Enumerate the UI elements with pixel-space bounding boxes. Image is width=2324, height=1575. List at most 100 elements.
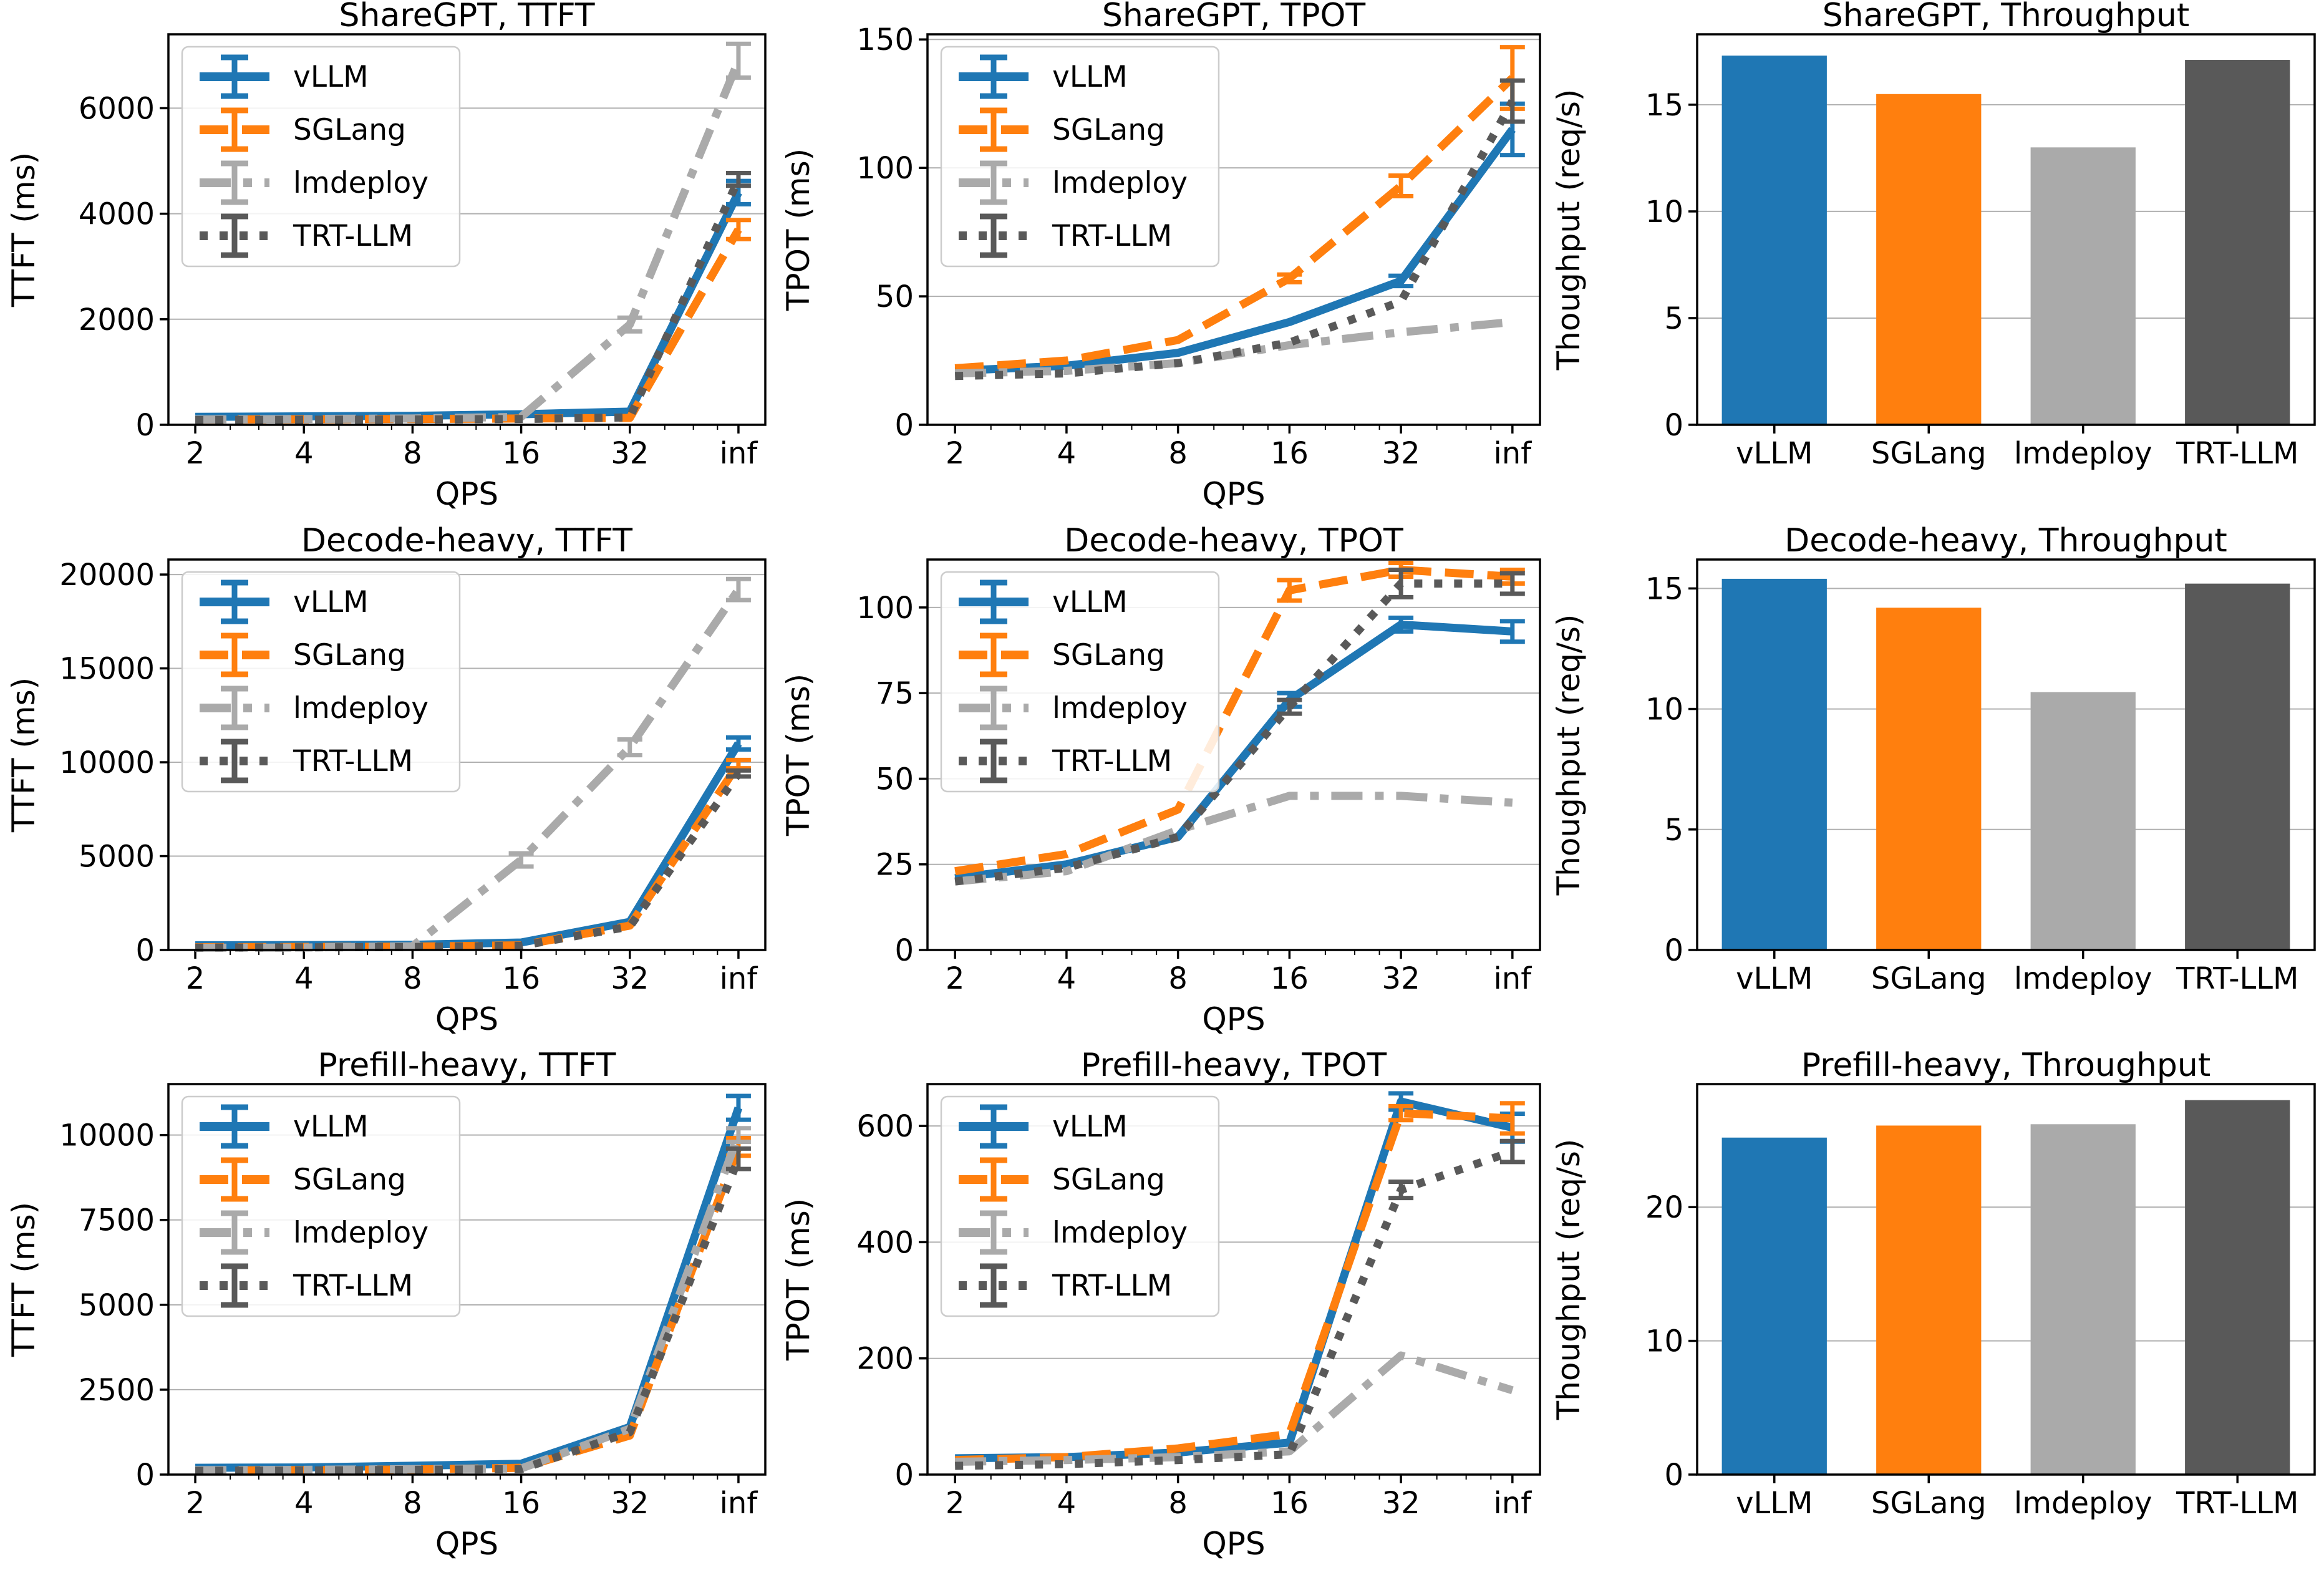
legend-label: SGLang [293, 1163, 406, 1197]
legend: vLLM SGLang lmdeploy TRT-LLM [940, 1096, 1220, 1317]
legend-label: lmdeploy [293, 691, 428, 725]
chart-svg: Prefill-heavy, TPOT TPOT (ms) 0 200 400 600 2 4… [780, 1050, 1541, 1562]
legend-box [940, 46, 1220, 268]
x-axis-label: QPS [1202, 1001, 1265, 1037]
legend-label: TRT-LLM [1052, 1269, 1172, 1303]
legend: vLLM SGLang lmdeploy TRT-LLM [181, 1096, 461, 1317]
chart-title: ShareGPT, TPOT [1102, 0, 1366, 34]
legend-label: lmdeploy [293, 1216, 428, 1250]
x-tick-label: 16 [1271, 436, 1309, 471]
series-line-lmdeploy [955, 1351, 1514, 1466]
axis-ticks [1688, 587, 2239, 959]
x-tick-label: TRT-LLM [2176, 1486, 2298, 1521]
legend-label: vLLM [1052, 1110, 1128, 1144]
y-axis-label: TPOT (ms) [780, 148, 816, 311]
series-line-trt-llm [955, 99, 1516, 380]
x-tick-label: inf [1493, 436, 1532, 471]
bar-sglang [1876, 1125, 1982, 1475]
axis-ticks [1688, 1206, 2239, 1484]
chart-title: Decode-heavy, TPOT [1064, 525, 1403, 560]
legend-label: lmdeploy [1052, 1216, 1188, 1250]
legend-label: vLLM [1052, 585, 1128, 619]
chart-title: Prefill-heavy, Throughput [1801, 1050, 2211, 1084]
chart-svg: Decode-heavy, TTFT TTFT (ms) 0 5000 10000 150… [6, 525, 767, 1037]
legend-label: SGLang [1052, 113, 1165, 147]
chart-svg: Prefill-heavy, Throughput Thoughput (req/… [1551, 1050, 2316, 1521]
x-tick-label: 2 [946, 1486, 965, 1521]
y-tick-label: 20000 [59, 558, 155, 593]
series-line-sglang [954, 565, 1513, 875]
bar-trt-llm [2185, 1100, 2290, 1475]
x-tick-label: vLLM [1736, 961, 1813, 996]
x-tick-label: 8 [1168, 961, 1188, 996]
legend-label: vLLM [293, 1110, 369, 1144]
y-tick-label: 150 [856, 22, 914, 57]
x-tick-label: 4 [294, 961, 314, 996]
x-axis-label: QPS [435, 476, 498, 512]
x-tick-label: 2 [946, 961, 965, 996]
y-tick-label: 2000 [79, 303, 155, 337]
x-tick-label: 8 [403, 1486, 422, 1521]
series-line-vllm [954, 620, 1513, 882]
axes-frame [167, 1083, 767, 1476]
y-tick-label: 4000 [79, 197, 155, 232]
y-tick-label: 400 [856, 1226, 914, 1261]
y-tick-label: 0 [1664, 1458, 1683, 1493]
axes-frame [1696, 558, 2316, 951]
y-tick-label: 100 [856, 151, 914, 186]
x-tick-label: vLLM [1736, 1486, 1813, 1521]
plot-data [954, 560, 1525, 886]
x-tick-label: 16 [502, 1486, 540, 1521]
y-axis-label: TTFT (ms) [6, 677, 42, 833]
chart-decode-heavy-throughput: Decode-heavy, Throughput Thoughput (req/s… [1549, 525, 2324, 1050]
x-tick-label: 32 [611, 436, 649, 471]
x-tick-label: 8 [1168, 1486, 1188, 1521]
x-tick-label: SGLang [1871, 436, 1987, 471]
axes-frame [1696, 33, 2316, 426]
x-tick-label: 16 [502, 436, 540, 471]
y-tick-label: 0 [894, 933, 914, 968]
y-tick-label: 15 [1645, 88, 1683, 123]
x-tick-label: 4 [1057, 961, 1077, 996]
chart-title: Decode-heavy, TTFT [301, 525, 632, 560]
plot-data [954, 45, 1525, 380]
x-tick-label: TRT-LLM [2176, 436, 2298, 471]
series-line-lmdeploy [954, 792, 1513, 886]
x-tick-label: 2 [946, 436, 965, 471]
legend: vLLM SGLang lmdeploy TRT-LLM [181, 46, 461, 268]
chart-sharegpt-tpot: ShareGPT, TPOT TPOT (ms) 0 50 100 150 2 4 8 16 32 i… [775, 0, 1549, 525]
axis-ticks [919, 606, 1514, 959]
x-tick-label: SGLang [1871, 961, 1987, 996]
axes-frame [926, 558, 1541, 951]
x-axis-label: QPS [435, 1001, 498, 1037]
bar-sglang [1876, 607, 1982, 950]
chart-title: Decode-heavy, Throughput [1784, 525, 2227, 560]
bar-vllm [1721, 1138, 1827, 1475]
x-tick-label: 2 [186, 1486, 205, 1521]
x-tick-label: lmdeploy [2014, 1486, 2152, 1521]
y-tick-label: 0 [135, 1458, 155, 1493]
x-tick-label: 4 [294, 436, 314, 471]
chart-svg: Decode-heavy, Throughput Thoughput (req/s… [1551, 525, 2316, 996]
legend-label: vLLM [1052, 60, 1128, 94]
legend-box [181, 46, 461, 268]
y-tick-label: 7500 [79, 1203, 155, 1238]
y-axis-label: Thoughput (req/s) [1551, 89, 1587, 371]
legend-box [181, 1096, 461, 1317]
y-tick-label: 0 [1664, 408, 1683, 443]
y-axis-label: TPOT (ms) [780, 674, 816, 836]
chart-svg: Decode-heavy, TPOT TPOT (ms) 0 25 50 75 100 2 4 8… [780, 525, 1541, 1037]
chart-svg: ShareGPT, TTFT TTFT (ms) 0 2000 4000 6000 2 4 8 1… [6, 0, 767, 512]
y-tick-label: 0 [135, 408, 155, 443]
chart-title: ShareGPT, TTFT [339, 0, 595, 34]
y-tick-label: 10000 [59, 1118, 155, 1153]
x-tick-label: inf [720, 1486, 758, 1521]
x-tick-label: 32 [611, 961, 649, 996]
chart-svg: ShareGPT, TPOT TPOT (ms) 0 50 100 150 2 4 8 16 32 i… [780, 0, 1541, 512]
y-tick-label: 0 [1664, 933, 1683, 968]
bar-vllm [1721, 56, 1827, 425]
chart-prefill-heavy-throughput: Prefill-heavy, Throughput Thoughput (req/… [1549, 1050, 2324, 1575]
x-axis-label: QPS [1202, 1526, 1265, 1562]
legend-label: TRT-LLM [1052, 744, 1172, 778]
series-line-trt-llm [955, 1148, 1514, 1470]
